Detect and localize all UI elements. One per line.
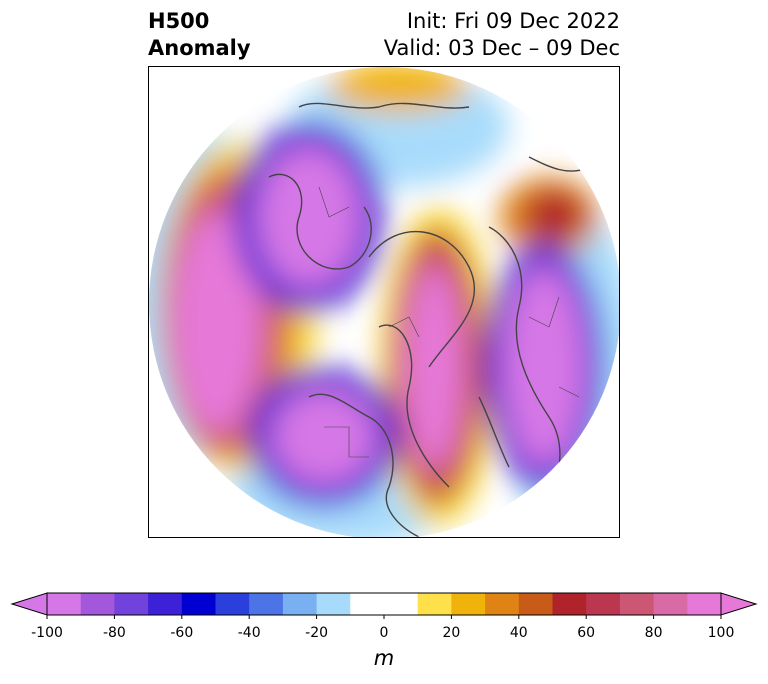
colorbar-tick-label: -20: [305, 625, 329, 641]
colorbar-tick-label: 20: [442, 625, 461, 641]
colorbar-swatch: [80, 593, 115, 615]
colorbar-tick-label: -60: [170, 625, 194, 641]
colorbar-tick-label: 40: [509, 625, 528, 641]
colorbar-swatch: [148, 593, 183, 615]
colorbar-unit: m: [373, 646, 395, 670]
colorbar-swatch: [518, 593, 553, 615]
colorbar-swatch: [181, 593, 216, 615]
colorbar-swatch: [350, 593, 385, 615]
colorbar-extend-min: [10, 592, 48, 616]
colorbar-swatch: [552, 593, 587, 615]
colorbar-swatch: [451, 593, 486, 615]
colorbar-tick-label: -100: [31, 625, 63, 641]
colorbar-swatch: [384, 593, 419, 615]
anomaly-field: [149, 67, 619, 537]
colorbar-swatch: [619, 593, 655, 615]
colorbar-swatch: [586, 593, 621, 615]
colorbar-swatch: [653, 593, 688, 615]
colorbar-swatch: [215, 593, 250, 615]
borders: [318, 186, 580, 458]
colorbar: [10, 592, 758, 619]
colorbar-tick-label: 80: [644, 625, 663, 641]
colorbar-swatch: [316, 593, 351, 615]
colorbar-extend-max: [720, 592, 758, 616]
title-subfield: Anomaly: [148, 36, 251, 60]
title-field: H500: [148, 9, 210, 33]
anomaly-map: [148, 66, 620, 538]
title-valid: Valid: 03 Dec – 09 Dec: [383, 36, 620, 60]
colorbar-tick-label: -80: [102, 625, 126, 641]
colorbar-swatch: [47, 593, 82, 615]
colorbar-swatch: [249, 593, 284, 615]
title-init: Init: Fri 09 Dec 2022: [406, 9, 620, 33]
map-title-right: Init: Fri 09 Dec 2022 Valid: 03 Dec – 09…: [384, 8, 620, 62]
colorbar-tick-label: 60: [577, 625, 596, 641]
colorbar-tick-label: 100: [707, 625, 735, 641]
colorbar-swatch: [485, 593, 520, 615]
colorbar-swatch: [282, 593, 318, 615]
colorbar-swatch: [417, 593, 452, 615]
map-title-left: H500 Anomaly: [148, 8, 251, 62]
colorbar-tick-label: 0: [379, 625, 389, 641]
anomaly-map-canvas: [149, 67, 619, 537]
colorbar-swatch: [114, 593, 149, 615]
colorbar-swatch: [687, 593, 722, 615]
colorbar-tick-label: -40: [237, 625, 261, 641]
